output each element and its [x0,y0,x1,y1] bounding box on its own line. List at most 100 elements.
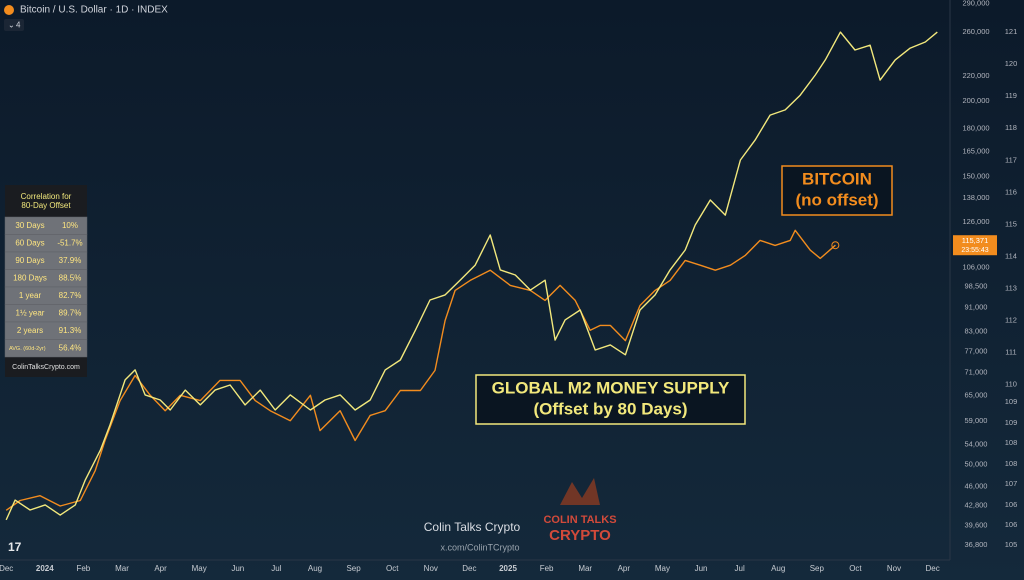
y2-tick-label: 106 [1005,520,1018,529]
y-tick-label: 77,000 [965,346,988,355]
table-row-value: 91.3% [59,326,82,335]
x-tick-label: Apr [618,564,631,573]
annotation-box [781,165,893,216]
table-row-label: 1½ year [16,309,45,318]
table-title: Correlation for [21,192,72,201]
y-tick-label: 200,000 [962,96,989,105]
y2-tick-label: 106 [1005,500,1018,509]
table-row-value: 37.9% [59,256,82,265]
table-row-label: 90 Days [15,256,44,265]
y2-tick-label: 109 [1005,397,1018,406]
x-tick-label: 2025 [499,564,517,573]
table-footer: ColinTalksCrypto.com [12,364,80,371]
correlation-table: Correlation for 80-Day Offset 30 Days 10%… [4,185,88,377]
watermark-handle: x.com/ColinTCrypto [440,542,519,552]
y-tick-label: 83,000 [965,327,988,336]
logo-bull [560,478,600,505]
x-tick-label: Jul [271,564,281,573]
x-tick-label: Feb [540,564,554,573]
x-tick-label: Jun [231,564,244,573]
table-row-value: 10% [62,221,78,230]
y2-tick-label: 108 [1005,459,1018,468]
x-tick-label: Nov [424,564,438,573]
indicator-count: 4 [16,21,21,30]
plot [5,31,938,521]
y2-tick-label: 118 [1005,123,1017,132]
x-tick-label: Dec [0,564,13,573]
table-row-value: 89.7% [59,309,82,318]
x-tick-label: Dec [462,564,476,573]
x-tick-label: Sep [810,564,825,573]
series-line [5,229,836,511]
btc-icon [4,5,14,15]
y2-tick-label: 119 [1005,91,1017,100]
table-row-label: 1 year [19,291,42,300]
x-tick-label: Apr [154,564,167,573]
watermark-name: Colin Talks Crypto [424,520,521,534]
table-rows: 30 Days 10% 60 Days -51.7% 90 Days 37.9% 180 D… [4,216,88,358]
annotation-text: (Offset by 80 Days) [534,399,688,418]
x-tick-label: Mar [578,564,592,573]
indicator-toggle[interactable] [4,19,24,31]
y-tick-label: 220,000 [962,71,989,80]
x-tick-label: Jun [695,564,708,573]
y2-tick-label: 114 [1005,251,1017,260]
y-tick-label: 150,000 [962,171,989,180]
y-tick-label: 36,800 [965,540,988,549]
table-title: 80-Day Offset [21,201,71,210]
y-tick-label: 260,000 [962,27,989,36]
y-tick-label: 50,000 [965,460,988,469]
y-tick-label: 54,000 [965,439,988,448]
x-tick-label: Jul [735,564,745,573]
annotation-box [475,374,746,425]
y-tick-label: 290,000 [962,0,989,7]
price-label-bg [953,235,997,256]
x-tick-label: Dec [926,564,940,573]
annotation-text: GLOBAL M2 MONEY SUPPLY [492,378,730,397]
table-row-value: -51.7% [57,239,82,248]
y2-tick-label: 107 [1005,479,1018,488]
y-tick-label: 65,000 [965,391,988,400]
y2-tick-label: 109 [1005,418,1018,427]
y-tick-label: 106,000 [962,262,989,271]
x-tick-label: Oct [386,564,399,573]
last-point [831,241,840,250]
table-row-label: 30 Days [15,221,44,230]
y2-tick-label: 105 [1005,540,1018,549]
logo-text: COLIN TALKS [543,514,616,526]
y-tick-label: 46,000 [965,481,988,490]
series-line [5,31,938,521]
y2-tick-label: 112 [1005,316,1017,325]
y-tick-label: 138,000 [962,193,989,202]
y2-tick-label: 113 [1005,283,1017,292]
y-tick-label: 126,000 [962,217,989,226]
y-tick-label: 59,000 [965,416,988,425]
y-tick-label: 42,800 [965,500,988,509]
price-label: 115,371 [962,236,989,245]
header-title: Bitcoin / U.S. Dollar · 1D · INDEX [20,5,168,16]
x-tick-label: Aug [308,564,322,573]
y-tick-label: 71,000 [965,368,988,377]
x-tick-label: May [192,564,207,573]
logo-text: CRYPTO [549,527,611,544]
x-tick-label: 2024 [36,564,54,573]
indicator-chevron: ⌄ [8,21,15,30]
table-row-value: 88.5% [59,274,82,283]
x-tick-label: Sep [346,564,361,573]
table-row-label: AVG. (60d-2yr) [9,346,46,352]
y2-tick-label: 117 [1005,155,1017,164]
annotation-text: (no offset) [795,190,878,209]
countdown: 23:55:43 [961,247,988,254]
y2-tick-label: 110 [1005,380,1017,389]
x-tick-label: Nov [887,564,901,573]
y2-tick-label: 115 [1005,219,1017,228]
x-tick-label: Oct [849,564,862,573]
x-tick-label: Mar [115,564,129,573]
y2-tick-label: 108 [1005,438,1018,447]
y-tick-label: 98,500 [965,282,988,291]
x-tick-label: May [655,564,670,573]
table-row-bg [4,339,88,358]
